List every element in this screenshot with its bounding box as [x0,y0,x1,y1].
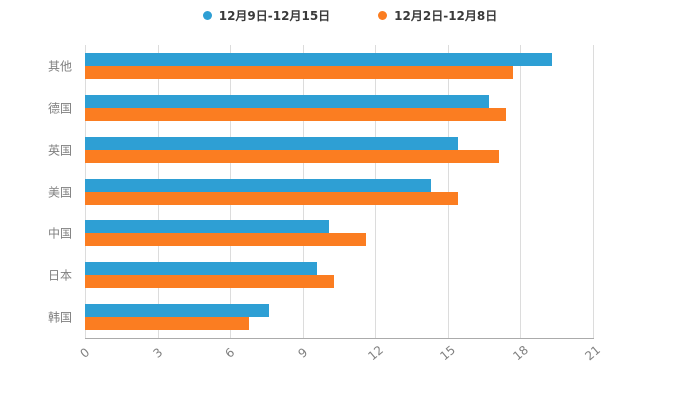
bar-week2 [85,52,552,66]
bar-week2 [85,304,269,318]
x-tick-label: 18 [510,342,531,364]
bar-week1 [85,317,250,331]
bar-week1 [85,65,514,79]
bar-week2 [85,94,489,108]
x-tick-label: 0 [77,345,93,361]
legend-marker-week2-icon [202,11,212,20]
legend-label-week1: 12月2日-12月8日 [394,9,498,23]
legend-label-week2: 12月9日-12月15日 [218,9,331,23]
category-label: 其他 [47,59,72,74]
bar-week1 [85,275,335,289]
x-axis-line [85,338,594,339]
category-label: 日本 [47,268,72,283]
x-tick-label: 15 [437,342,459,364]
category-label: 德国 [47,101,72,116]
bar-week2 [85,178,431,192]
legend-item-week1[interactable]: 12月2日-12月8日 [378,7,497,24]
x-tick-label: 3 [150,345,165,361]
x-axis-labels: 0 3 6 9 12 15 18 21 [78,342,604,380]
gridline [520,45,522,338]
legend-item-week2[interactable]: 12月9日-12月15日 [202,7,331,24]
bar-week2 [85,262,318,276]
bar-week2 [85,220,330,234]
category-label: 美国 [47,185,72,199]
x-tick-label: 21 [582,342,604,364]
bar-week1 [85,191,458,205]
bar-week1 [85,149,499,163]
y-axis-labels: 其他德国英国美国中国日本韩国 [0,45,80,338]
category-label: 英国 [47,143,72,158]
bar-week1 [85,233,366,247]
chart-legend: 12月9日-12月15日 12月2日-12月8日 [0,7,700,24]
category-label: 中国 [47,226,72,241]
gridline [593,45,594,338]
legend-marker-week1-icon [378,11,388,20]
bar-week2 [85,136,458,150]
x-tick-label: 6 [222,345,238,361]
category-label: 韩国 [47,310,72,325]
x-tick-label: 9 [295,345,311,361]
plot-area [85,45,594,338]
x-tick-label: 12 [364,342,386,364]
bar-week1 [85,107,506,121]
